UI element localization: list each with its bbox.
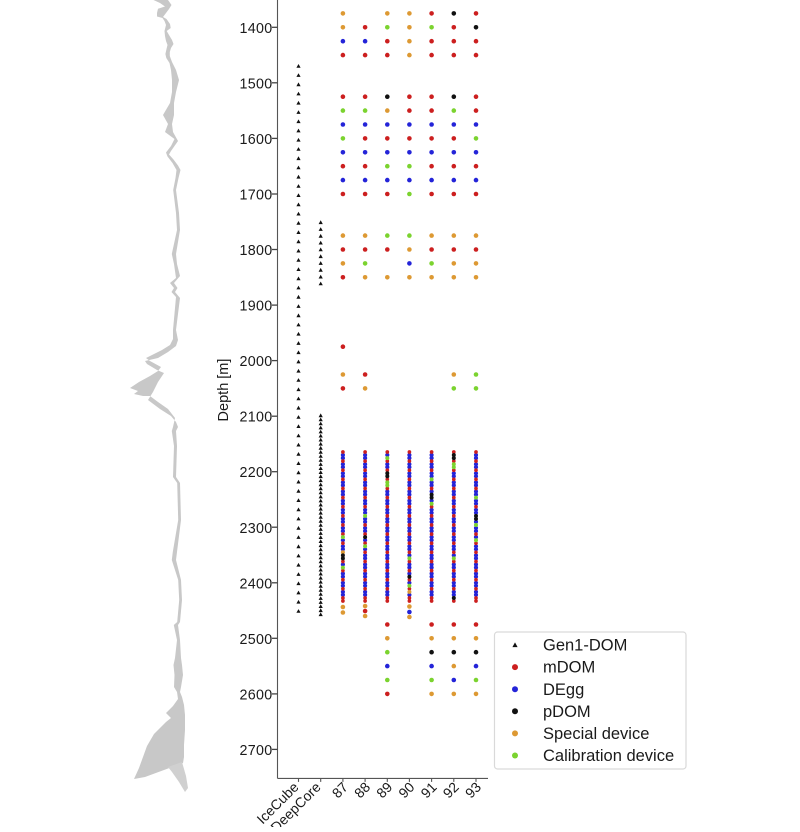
svg-text:2000: 2000 [239,354,272,370]
svg-text:Depth [m]: Depth [m] [216,359,232,422]
svg-text:2200: 2200 [239,465,272,481]
svg-text:DEgg: DEgg [543,681,584,699]
svg-text:2500: 2500 [239,632,272,648]
svg-text:Special device: Special device [543,725,649,743]
svg-text:1800: 1800 [239,243,272,259]
svg-text:pDOM: pDOM [543,703,591,721]
svg-text:1500: 1500 [239,76,272,92]
svg-text:2100: 2100 [239,410,272,426]
svg-text:2600: 2600 [239,687,272,703]
svg-text:1600: 1600 [239,132,272,148]
svg-text:2700: 2700 [239,743,272,759]
svg-text:1700: 1700 [239,188,272,204]
svg-text:1400: 1400 [239,21,272,37]
svg-text:Gen1-DOM: Gen1-DOM [543,637,627,655]
svg-text:2300: 2300 [239,521,272,537]
svg-text:mDOM: mDOM [543,659,595,677]
svg-text:Calibration device: Calibration device [543,747,674,765]
svg-text:1900: 1900 [239,299,272,315]
svg-text:2400: 2400 [239,576,272,592]
